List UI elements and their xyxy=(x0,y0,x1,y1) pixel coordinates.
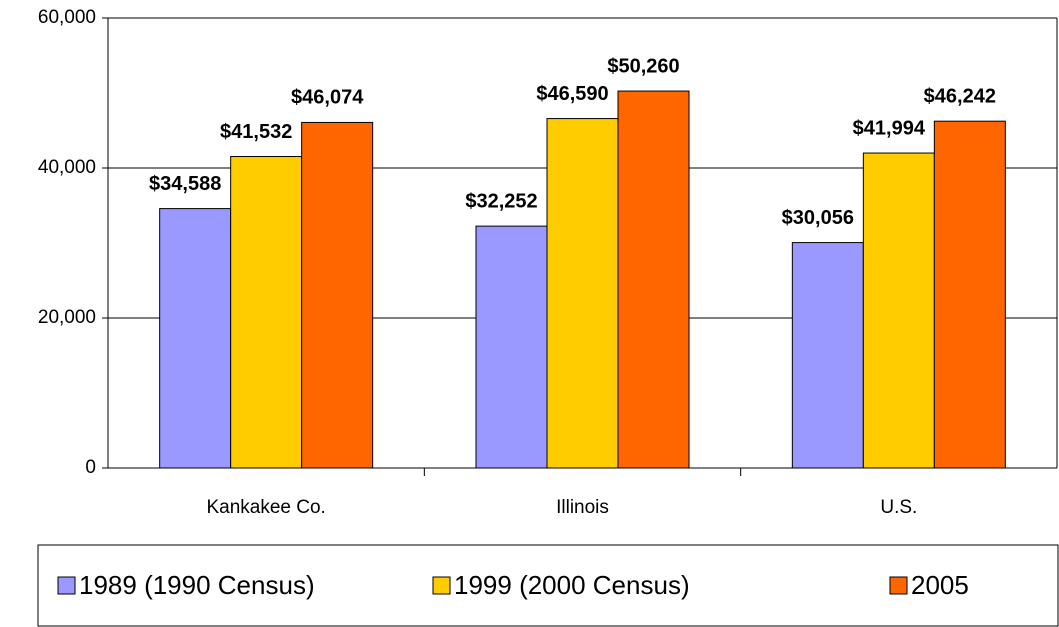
bar xyxy=(230,156,303,469)
y-tick-label: 0 xyxy=(85,457,96,478)
value-label: $30,056 xyxy=(782,207,854,229)
legend-label: 2005 xyxy=(911,570,969,600)
y-tick-label: 20,000 xyxy=(38,307,96,328)
legend-swatch xyxy=(57,576,76,595)
x-tick-label: Kankakee Co. xyxy=(206,497,325,518)
y-tick-label: 60,000 xyxy=(38,7,96,28)
bar xyxy=(301,121,374,469)
value-label: $50,260 xyxy=(607,55,679,77)
bar xyxy=(933,120,1006,469)
value-label: $41,532 xyxy=(220,121,292,143)
bar xyxy=(791,242,864,469)
value-label: $32,252 xyxy=(465,190,537,212)
bar xyxy=(546,118,619,469)
legend-label: 1999 (2000 Census) xyxy=(454,570,690,600)
legend-box xyxy=(37,544,1059,627)
value-label: $46,590 xyxy=(536,83,608,105)
value-label: $34,588 xyxy=(149,173,221,195)
value-label: $46,242 xyxy=(924,85,996,107)
bar xyxy=(159,208,232,469)
bar xyxy=(475,225,548,469)
bar xyxy=(617,90,690,469)
legend-swatch xyxy=(432,576,451,595)
x-tick-label: U.S. xyxy=(880,497,917,518)
value-label: $46,074 xyxy=(291,87,364,109)
bar xyxy=(862,152,935,469)
value-label: $41,994 xyxy=(853,117,926,139)
x-tick-label: Illinois xyxy=(556,497,609,518)
legend-label: 1989 (1990 Census) xyxy=(79,570,315,600)
legend-swatch xyxy=(889,576,908,595)
y-tick-label: 40,000 xyxy=(38,157,96,178)
